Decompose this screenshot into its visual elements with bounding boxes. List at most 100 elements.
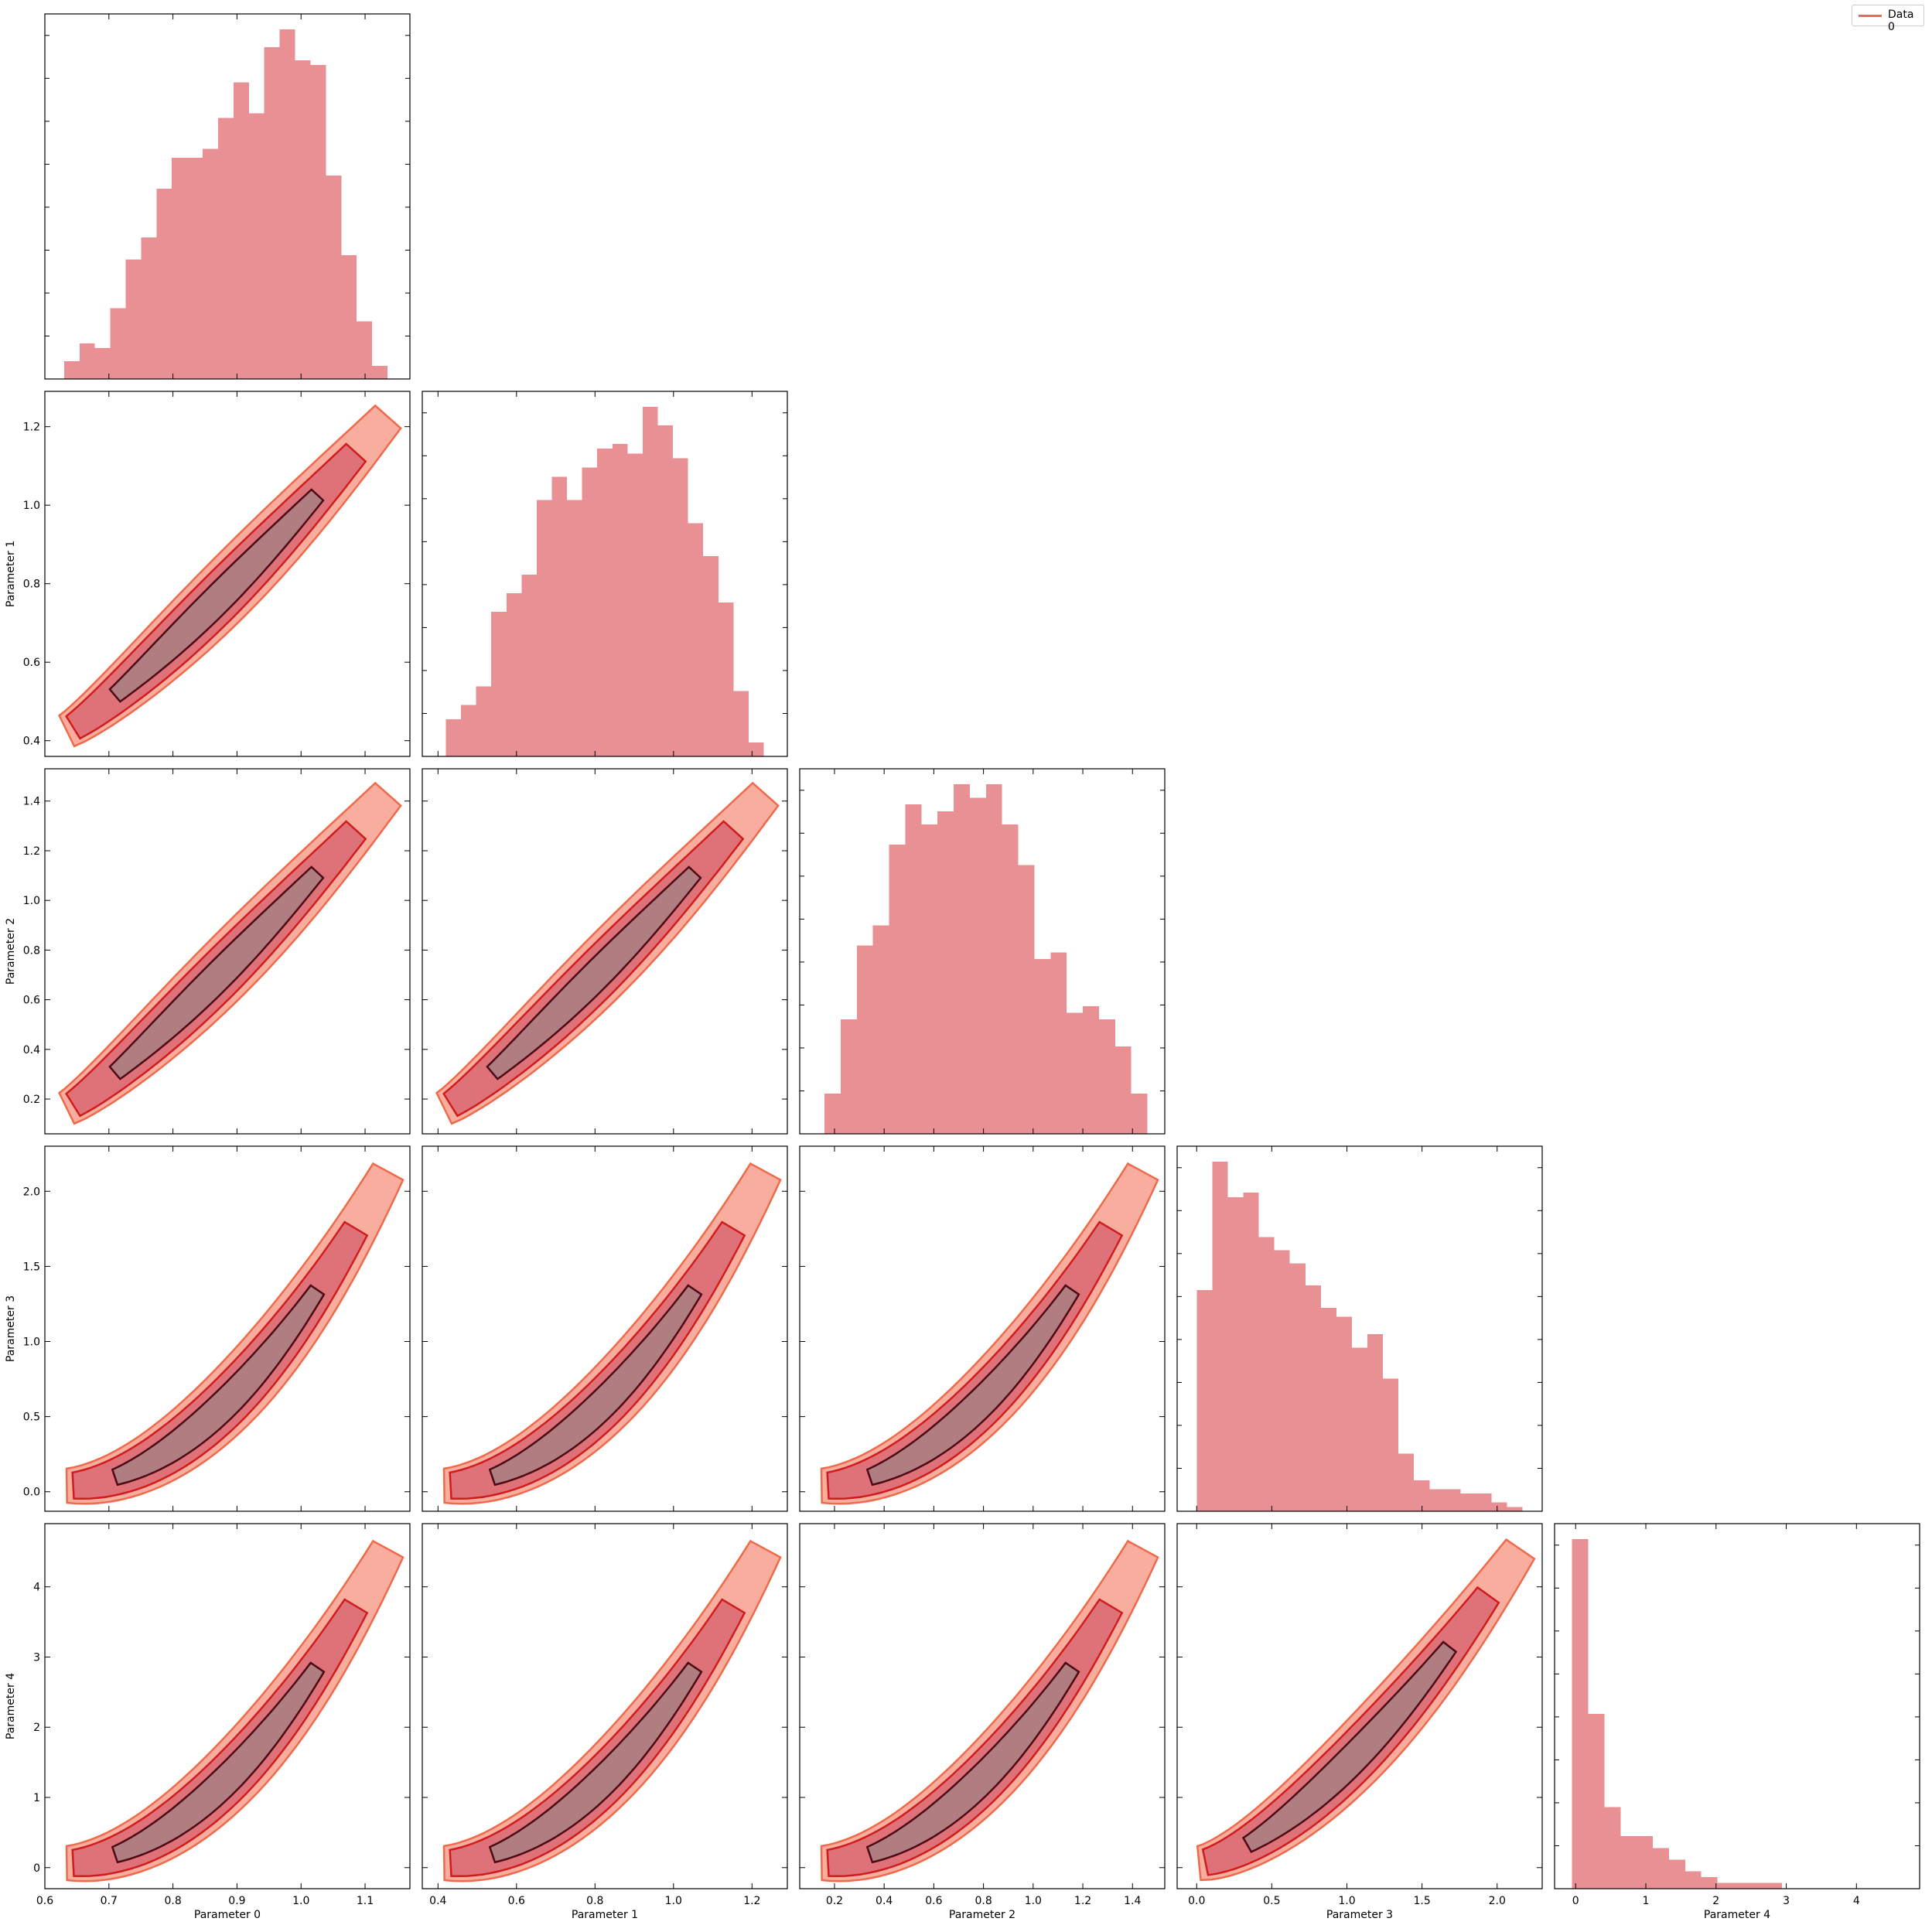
hist-bar [551,476,568,756]
y-tick-label: 2 [33,1722,40,1734]
axes-frame [44,768,411,1135]
y-axis-label: Parameter 4 [5,1673,17,1739]
x-tick-label: 0.2 [826,1895,843,1907]
hist-bar [1701,1876,1718,1889]
y-axis-label: Parameter 2 [5,918,17,985]
x-tick-label: 0.0 [1188,1895,1205,1907]
axes-2-3 [799,1145,1166,1512]
hist-bar [1227,1196,1244,1511]
x-tick-label: 4 [1853,1895,1860,1907]
x-tick-label: 1.1 [357,1895,374,1907]
axes-1-2 [422,768,788,1135]
hist-bar [1414,1480,1430,1511]
contour-levels [820,1539,1159,1883]
axes-frame [1554,1523,1920,1889]
contour-panel-3-4 [1196,1538,1536,1882]
contour-inner [486,865,702,1080]
y-tick-label: 2.0 [23,1186,40,1198]
contour-panel-1-3 [442,1162,782,1505]
x-tick-label: 1.5 [1413,1895,1430,1907]
axes-2-4: 0.2 0.4 0.6 0.8 1.0 1.2 1.4 [799,1523,1166,1907]
contour-inner [488,1284,703,1487]
hist-bar [597,449,613,756]
x-tick-label: 0.8 [164,1895,181,1907]
axes-0-4: 0.6 0.7 0.8 0.9 1.0 1.1 0 1 2 3 4 [33,1523,411,1907]
contour-mid [1201,1586,1500,1876]
axes-1-4: 0.4 0.6 0.8 1.0 1.2 [422,1523,788,1907]
hist-bar [491,612,507,756]
hist-bar [1398,1453,1415,1511]
hist-bar [1717,1883,1734,1889]
histogram-3 [1177,1162,1542,1511]
hist-bar [937,811,954,1134]
contour-mid [449,1220,746,1500]
axes-frame [799,1145,1166,1512]
hist-bar [187,157,203,379]
x-tick-label: 3 [1783,1895,1790,1907]
x-tick-label: 1.2 [743,1895,760,1907]
axes-frame [422,1145,788,1512]
x-axis-label: Parameter 1 [572,1909,638,1921]
x-tick-label: 0 [1572,1895,1579,1907]
hist-bar [1620,1836,1637,1889]
contour-panel-0-3 [65,1162,404,1505]
contour-outer [442,1539,782,1883]
contour-outer [820,1162,1159,1505]
axes-frame [422,391,788,757]
x-tick-label: 0.8 [586,1895,603,1907]
x-tick-label: 1 [1643,1895,1650,1907]
hist-bar [954,784,970,1134]
hist-bar [985,784,1002,1134]
histogram-4 [1555,1539,1920,1889]
y-tick-label: 1.2 [23,422,40,434]
hist-bar [110,308,126,379]
hist-bar [824,1093,841,1134]
contour-levels [58,404,402,748]
hist-bar [1766,1883,1783,1889]
hist-bar [94,347,111,379]
hist-bar [506,593,522,756]
histogram-1 [422,407,787,756]
hist-bar [733,691,749,756]
hist-bar [703,555,719,756]
x-axis-label: Parameter 0 [194,1909,261,1921]
y-tick-label: 0.5 [23,1411,40,1424]
x-tick-label: 0.7 [101,1895,118,1907]
hist-bar [856,945,873,1134]
hist-bar [1476,1493,1492,1511]
hist-bar [1336,1316,1352,1511]
hist-bar [1243,1193,1259,1511]
axes-frame [422,1523,788,1889]
hist-bar [445,719,462,756]
hist-bar [79,343,95,379]
x-tick-label: 0.6 [925,1895,942,1907]
hist-bar [921,824,938,1134]
hist-bar [1351,1347,1368,1511]
contour-mid [449,1598,746,1878]
hist-bar [748,742,764,756]
hist-bar [521,574,537,756]
hist-bar [1083,1005,1099,1134]
contour-inner [108,865,325,1080]
axes-frame [44,391,411,757]
axes-frame [799,1523,1166,1889]
hist-bar [642,407,658,756]
hist-bar [172,157,188,379]
axes-0-3: 0.0 0.5 1.0 1.5 2.0 [23,1145,411,1512]
hist-bar [1305,1285,1321,1511]
y-tick-label: 0.4 [23,736,40,748]
hist-bar [203,148,218,379]
hist-bar [1098,1019,1115,1134]
hist-bar [461,705,476,756]
hist-bar [233,82,249,379]
contour-panel-0-1 [58,404,402,748]
x-tick-label: 0.4 [876,1895,893,1907]
hist-bar [872,925,889,1134]
axes-frame [1176,1523,1543,1889]
x-tick-label: 1.0 [292,1895,309,1907]
axes-1-3 [422,1145,788,1512]
contour-panel-1-4 [442,1539,782,1883]
axes-0-2: 0.2 0.4 0.6 0.8 1.0 1.2 1.4 [23,768,411,1135]
contour-panel-2-3 [820,1162,1159,1505]
x-tick-label: 0.5 [1263,1895,1280,1907]
